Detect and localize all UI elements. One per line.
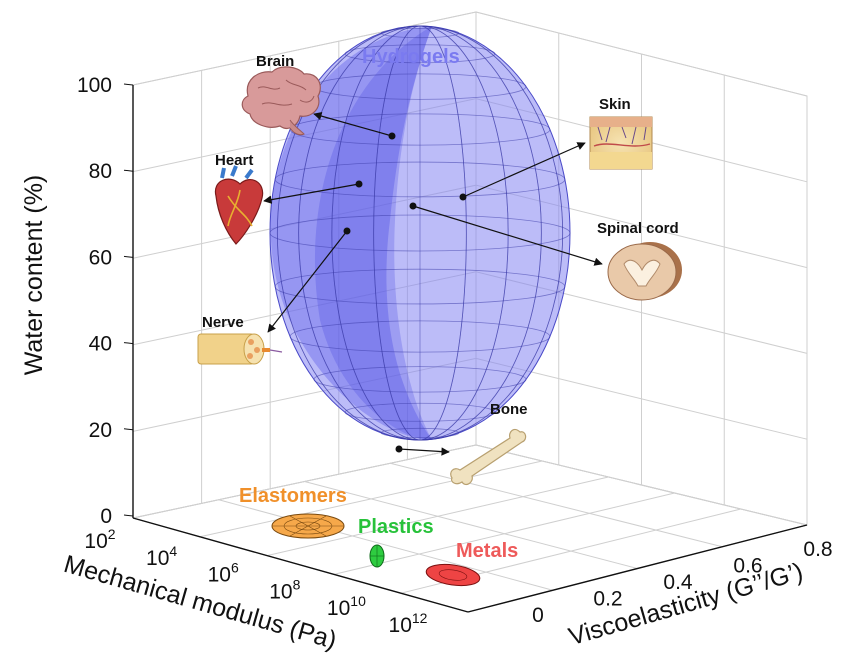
z-tick-mark <box>123 342 134 345</box>
hydrogels-ellipsoid <box>269 25 571 441</box>
hydrogels-label: Hydrogels <box>362 46 460 68</box>
z-tick-label: 60 <box>89 246 112 269</box>
x-tick-label: 1012 <box>389 610 428 637</box>
tissue-arrows <box>263 112 603 456</box>
metals-disc <box>425 563 481 587</box>
heart-point <box>355 180 363 188</box>
x-tick-label: 104 <box>146 543 177 570</box>
skin-arrow <box>462 142 586 198</box>
brain-arrow <box>313 112 393 137</box>
heart-label: Heart <box>215 152 253 169</box>
skin-point <box>459 193 467 201</box>
z-tick-mark <box>123 169 134 172</box>
y-tick-label: 0.8 <box>803 538 832 561</box>
heart-icon <box>214 165 264 245</box>
z-tick-mark <box>123 83 134 86</box>
tissue-points <box>343 132 467 453</box>
z-tick-mark <box>123 255 134 258</box>
elastomers-label: Elastomers <box>239 485 347 507</box>
z-tick-label: 80 <box>89 160 112 183</box>
metals-label: Metals <box>456 540 518 562</box>
x-tick-label: 108 <box>269 576 300 603</box>
y-tick-label: 0 <box>532 604 544 627</box>
y-axis-ticks: 0 0.2 0.4 0.6 0.8 <box>532 538 832 627</box>
z-tick-label: 0 <box>100 505 112 528</box>
elastomers-disc <box>271 513 345 539</box>
z-tick-label: 100 <box>77 74 112 97</box>
plastics-label: Plastics <box>358 516 434 538</box>
nerve-label: Nerve <box>202 314 244 331</box>
z-tick-mark <box>123 428 134 431</box>
x-tick-label: 102 <box>84 526 115 553</box>
nerve-arrow <box>267 230 348 333</box>
z-tick-label: 40 <box>89 333 112 356</box>
x-axis-title: Mechanical modulus (Pa) <box>61 550 340 655</box>
nerve-point <box>343 227 351 235</box>
brain-label: Brain <box>256 53 294 70</box>
z-axis-title: Water content (%) <box>20 175 48 376</box>
x-tick-label: 1010 <box>327 593 366 620</box>
y-tick-label: 0.4 <box>663 571 693 594</box>
nerve-icon <box>197 333 283 365</box>
z-tick-label: 20 <box>89 419 112 442</box>
z-axis-ticks: 0 20 40 60 80 100 <box>77 74 134 528</box>
x-axis-ticks: 102 104 106 108 1010 1012 <box>84 526 427 637</box>
brain-point <box>388 132 396 140</box>
x-tick-label: 106 <box>208 560 239 587</box>
axis-lines <box>132 85 808 613</box>
skin-label: Skin <box>599 96 631 113</box>
bone-arrow <box>398 447 450 456</box>
plastics-disc <box>369 544 385 568</box>
heart-arrow <box>263 183 360 204</box>
skin-icon <box>589 116 653 170</box>
brain-icon <box>241 66 321 136</box>
spinal-cord-label: Spinal cord <box>597 220 679 237</box>
spinal-cord-icon <box>607 242 682 301</box>
bone-label: Bone <box>490 401 528 418</box>
bone-icon <box>450 428 527 486</box>
spinal-cord-point <box>409 202 417 210</box>
y-tick-label: 0.2 <box>593 588 622 611</box>
spinal-cord-arrow <box>412 205 603 266</box>
y-tick-label: 0.6 <box>733 555 762 578</box>
z-tick-mark <box>123 514 134 517</box>
bone-point <box>395 445 403 453</box>
